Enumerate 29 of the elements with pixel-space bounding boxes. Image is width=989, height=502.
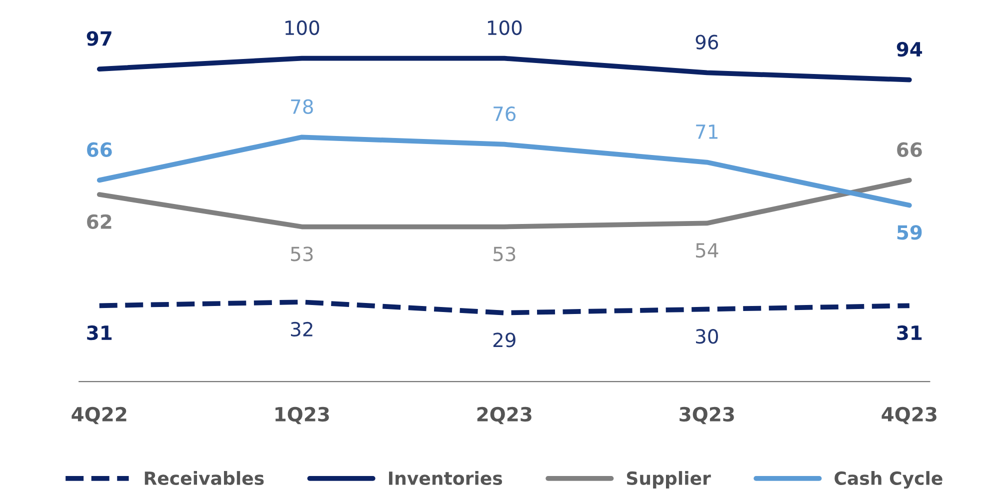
data-label: 31: [87, 325, 112, 340]
data-label: 100: [488, 20, 522, 36]
data-label: 66: [87, 142, 112, 157]
data-label: 59: [897, 225, 922, 240]
x-tick-label: 2Q23: [477, 406, 532, 424]
data-label: 71: [696, 124, 718, 139]
data-label: 76: [494, 106, 516, 122]
data-label: 53: [494, 246, 516, 262]
data-label: 29: [493, 332, 516, 348]
x-tick-label: 4Q23: [882, 406, 936, 424]
data-label: 32: [290, 322, 312, 337]
legend-label: Supplier: [626, 471, 711, 489]
data-label: 97: [86, 31, 112, 46]
data-label: 54: [696, 243, 718, 258]
data-label: 30: [696, 329, 718, 344]
data-label: 31: [897, 325, 922, 340]
legend-label: Receivables: [144, 471, 264, 486]
legend-label: Cash Cycle: [834, 471, 942, 489]
data-label: 96: [696, 34, 718, 50]
data-label: 66: [897, 142, 922, 157]
legend-label: Inventories: [389, 471, 502, 486]
data-label: 78: [291, 99, 313, 114]
x-tick-label: 3Q23: [680, 406, 734, 424]
data-label: 100: [285, 20, 320, 36]
data-label: 94: [896, 42, 922, 57]
data-label: 53: [291, 246, 313, 262]
x-tick-label: 4Q22: [72, 406, 126, 424]
x-tick-label: 1Q23: [276, 406, 329, 424]
data-label: 62: [87, 214, 112, 230]
